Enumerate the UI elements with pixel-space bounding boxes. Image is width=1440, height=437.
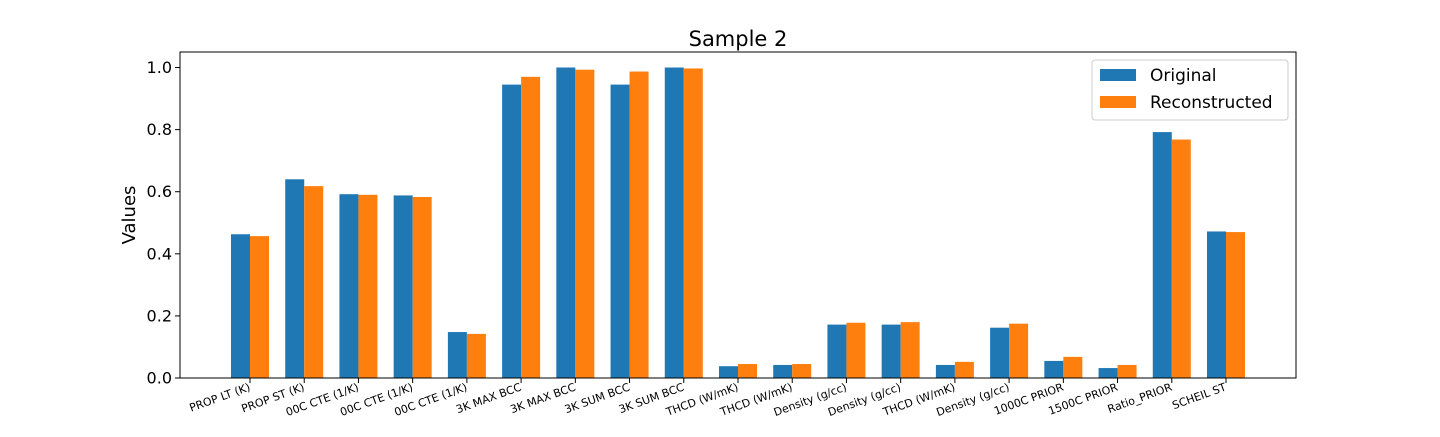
y-axis-label: Values [119,186,140,245]
legend-swatch [1100,69,1136,81]
bar-original [231,234,250,378]
legend: Original Reconstructed [1091,59,1289,121]
bar-original [881,324,901,378]
bar-original [556,67,576,379]
bar-original [610,84,630,378]
chart-title: Sample 2 [689,27,788,51]
bar-original [1207,231,1226,378]
bar-reconstructed [1171,139,1191,378]
bar-reconstructed [1009,323,1029,378]
bar-reconstructed [629,71,649,378]
bar-original [773,364,793,378]
bar-original [664,67,684,379]
plot-area-frame [179,51,1297,379]
bar-original [1098,368,1118,378]
bar-reconstructed [900,322,920,378]
bar-reconstructed [412,196,432,378]
bar-reconstructed [792,364,812,378]
bar-reconstructed [683,68,703,379]
bar-reconstructed [466,333,486,378]
y-tick-label: 1.0 [147,58,172,77]
bar-original [935,364,955,378]
y-tick-label: 0.8 [147,120,172,139]
legend-box [1091,59,1289,121]
bar-original [447,332,467,378]
legend-label: Reconstructed [1150,93,1273,113]
bar-original [990,327,1010,378]
bar-original [502,84,522,378]
x-tick-label: SCHEIL ST [1171,381,1229,413]
bar-reconstructed [304,186,324,378]
legend-label: Original [1150,66,1217,86]
x-axis-ticks: PROP LT (K)PROP ST (K)00C CTE (1/K)00C C… [188,378,1229,419]
bar-original [339,194,359,378]
bar-reconstructed [521,76,541,378]
bar-reconstructed [738,364,757,378]
bar-reconstructed [250,236,269,378]
bar-reconstructed [1117,364,1137,378]
bar-original [285,179,305,378]
y-tick-label: 0.0 [147,369,172,388]
y-tick-label: 0.6 [147,182,172,201]
bar-original [1152,132,1172,378]
bar-original [827,324,847,378]
y-tick-label: 0.4 [147,244,172,263]
bar-reconstructed [954,361,974,378]
bar-original [1044,360,1064,378]
bar-reconstructed [1226,232,1245,378]
y-axis-ticks: 0.0 0.2 0.4 0.6 0.8 1.0 [147,58,180,388]
bars-layer [231,67,1245,379]
y-tick-label: 0.2 [147,306,172,325]
bar-reconstructed [358,194,378,378]
bar-reconstructed [846,322,866,378]
legend-swatch [1100,96,1136,108]
bar-reconstructed [1063,356,1083,378]
bar-original [719,366,738,378]
bar-reconstructed [575,69,595,378]
bar-original [393,195,413,378]
